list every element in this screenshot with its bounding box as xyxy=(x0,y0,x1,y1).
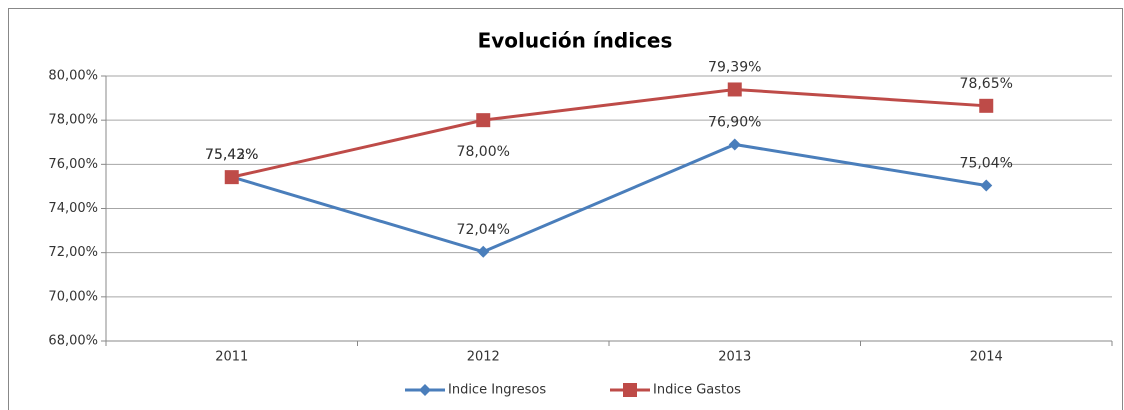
series-line xyxy=(231,142,987,254)
data-label: 75,04% xyxy=(960,156,1013,172)
data-point xyxy=(224,170,239,185)
data-label: 75,43% xyxy=(205,147,258,163)
y-tick-label: 80,00% xyxy=(48,69,98,84)
data-label: 75,42% xyxy=(205,147,258,163)
x-tick-label: 2011 xyxy=(215,350,248,365)
data-point xyxy=(728,138,741,151)
data-point xyxy=(980,179,993,192)
chart-frame xyxy=(8,8,1123,410)
legend-marker xyxy=(419,384,431,396)
y-tick-label: 70,00% xyxy=(48,289,98,304)
data-label: 72,04% xyxy=(457,222,510,238)
y-tick-label: 72,00% xyxy=(48,245,98,260)
data-point xyxy=(477,245,490,258)
chart-title: Evolución índices xyxy=(478,29,673,53)
data-label: 79,39% xyxy=(708,59,761,75)
x-tick-label: 2014 xyxy=(970,350,1003,365)
data-label: 78,65% xyxy=(960,76,1013,92)
legend-marker xyxy=(623,383,637,397)
data-point xyxy=(727,82,742,97)
data-label: 78,00% xyxy=(457,144,510,160)
y-tick-label: 68,00% xyxy=(48,334,98,349)
series-line xyxy=(231,87,987,179)
y-tick-label: 78,00% xyxy=(48,113,98,128)
x-tick-label: 2012 xyxy=(467,350,500,365)
y-tick-label: 74,00% xyxy=(48,201,98,216)
legend-label: Indice Gastos xyxy=(653,383,741,398)
legend-label: Indice Ingresos xyxy=(448,383,546,398)
data-label: 76,90% xyxy=(708,114,761,130)
y-tick-label: 76,00% xyxy=(48,157,98,172)
x-tick-label: 2013 xyxy=(718,350,751,365)
data-point xyxy=(476,113,491,128)
data-point xyxy=(979,98,994,113)
